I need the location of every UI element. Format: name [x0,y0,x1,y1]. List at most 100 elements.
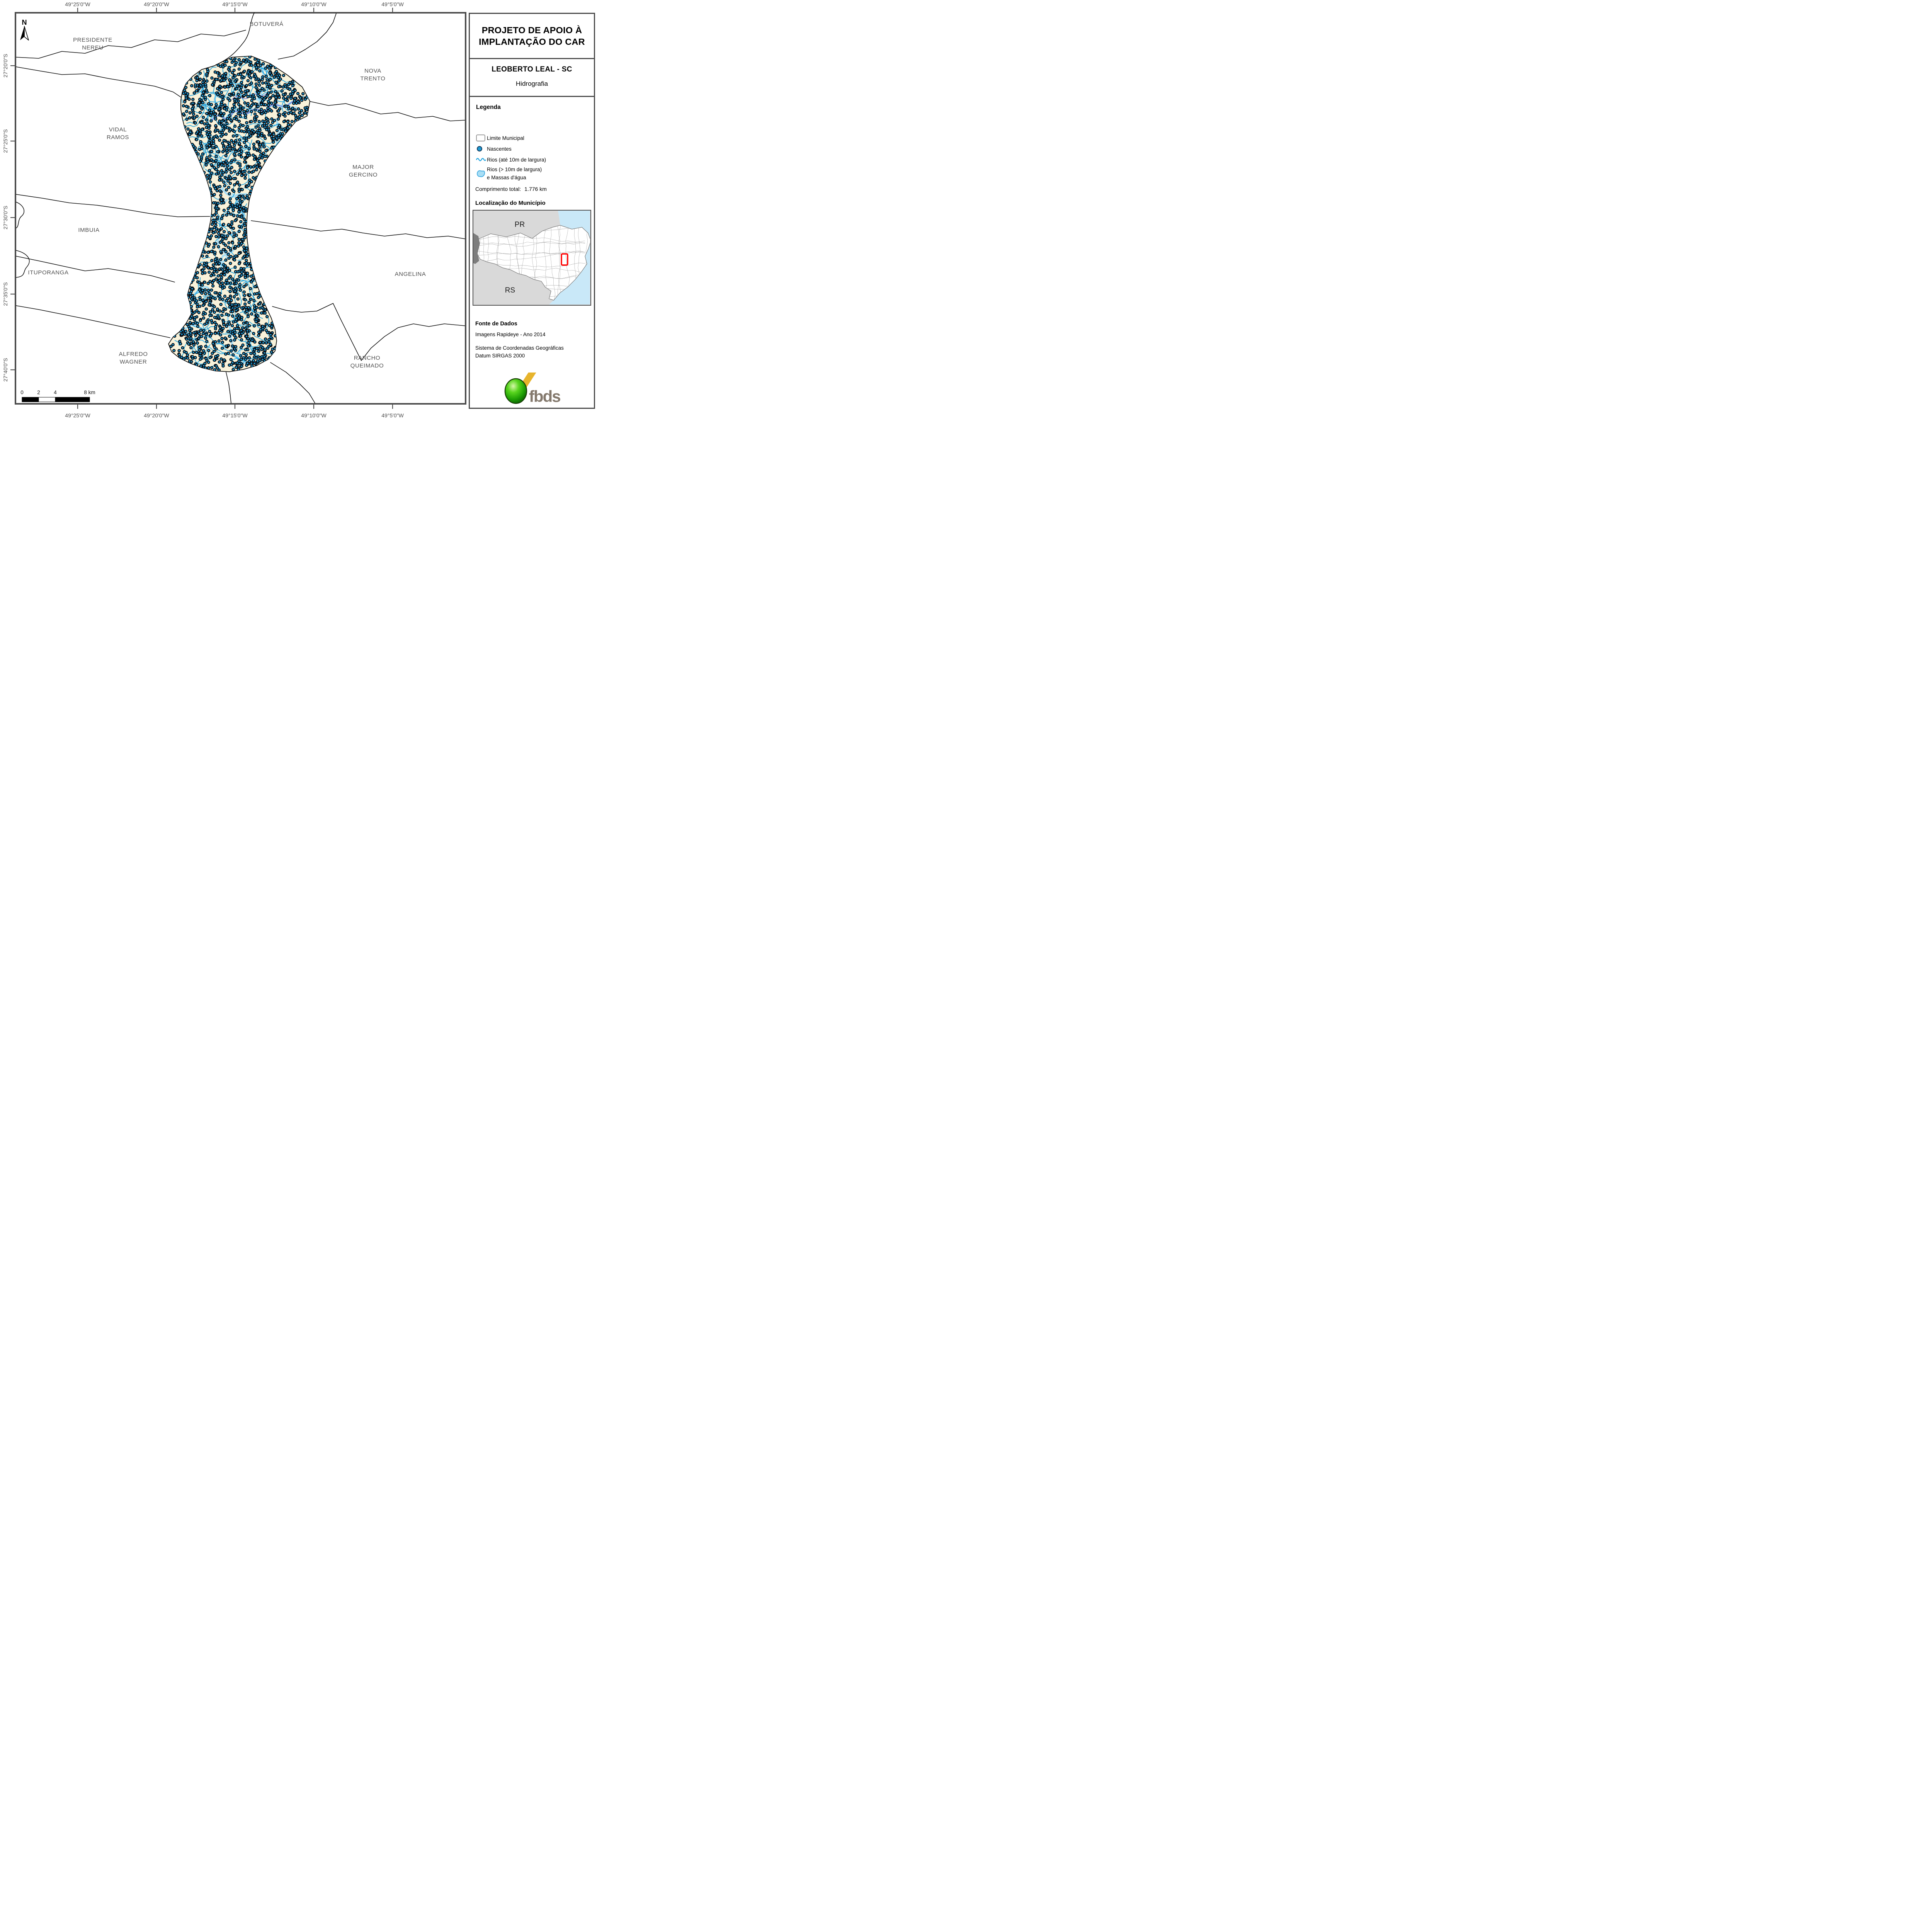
nascente-dot [209,114,212,117]
nascente-dot [197,311,201,314]
graticule-labels: 49°25'0"W 49°25'0"W 49°20'0"W 49°20'0"W 49°1… [2,1,404,419]
nascente-dot [222,128,225,132]
nascente-dot [255,66,258,69]
nascente-dot [221,327,225,330]
nascente-dot [238,142,242,145]
nascente-dot [293,99,296,103]
nascente-dot [229,262,232,265]
nascente-dot [255,148,258,151]
nascente-dot [195,89,198,93]
nascente-dot [215,270,219,274]
nascente-dot [202,116,205,119]
nascente-dot [237,316,240,320]
nascente-dot [238,274,241,278]
nascente-dot [214,211,218,215]
nascente-dot [263,122,266,126]
nascente-dot [254,102,257,106]
nascente-dot [245,254,249,258]
nascente-dot [261,81,265,85]
nascente-dot [205,322,209,325]
nascente-dot [220,313,224,317]
nascente-dot [229,213,233,216]
nascente-dot [277,96,281,99]
nascente-dot [216,87,219,90]
nascente-dot [195,350,198,354]
nascente-dot [247,324,251,327]
nascente-dot [213,250,217,254]
nascente-dot [223,270,227,274]
river-line [197,73,200,77]
nascente-dot [171,343,175,347]
nascente-dot [240,155,243,159]
nascente-dot [213,213,216,217]
nascente-dot [205,112,209,116]
nascente-dot [212,279,216,282]
nascente-dot [236,324,239,328]
nascente-dot [195,79,199,82]
legend-label: Rios (até 10m de largura) [487,157,546,163]
nascente-dot [239,123,242,127]
nascente-dot [256,124,260,128]
nascente-dot [219,357,223,361]
source-line1: Imagens Rapideye - Ano 2014 [475,332,546,337]
nascente-dot [228,99,231,102]
legend-label: Nascentes [487,146,512,152]
nascente-dot [201,101,205,104]
nascente-dot [215,205,218,209]
nascente-dot [244,92,248,96]
nascente-dot [169,345,173,348]
municipality-label: MAJOR [352,164,374,170]
nascente-dot [207,366,210,370]
nascente-dot [230,171,233,174]
nascente-dot [199,83,202,87]
nascente-dot [241,106,245,110]
nascente-dot [216,314,220,318]
nascente-dot [240,86,243,89]
nascente-dot [258,294,262,298]
nascente-dot [228,363,231,367]
nascente-dot [252,153,255,157]
nascente-dot [261,143,265,147]
nascente-dot [235,366,238,369]
nascente-dot [225,213,228,217]
nascente-dot [229,128,232,131]
nascente-dot [303,111,307,115]
panel-body: Legenda Limite Municipal Nascentes Rios … [470,97,594,408]
nascente-dot [245,321,249,325]
nascente-dot [250,63,253,67]
nascente-dot [245,109,249,112]
nascente-dot [250,180,253,184]
nascente-dot [245,259,248,262]
nascente-dot [240,174,243,177]
nascente-dot [221,65,225,69]
nascente-dot [219,250,223,253]
nascente-dot [187,342,190,346]
nascente-dot [238,283,242,286]
nascente-dot [245,247,248,250]
nascente-dot [201,283,204,287]
nascente-dot [217,162,220,166]
nascente-dot [214,355,218,358]
total-length-value: 1.776 km [524,186,547,192]
nascente-dot [266,121,270,124]
nascente-dot [204,357,208,361]
nascente-dot [205,241,208,245]
legend-item-rios: Rios (até 10m de largura) [476,155,546,164]
nascente-dot [200,147,204,150]
nascente-dot [239,104,243,108]
nascente-dot [244,114,247,117]
mesh-line [549,225,556,300]
nascente-dot [234,254,238,258]
legend-label-line2: e Massas d'água [487,175,526,180]
nascente-dot [252,130,256,134]
nascente-dot [282,120,286,123]
longitude-label: 49°20'0"W [144,412,169,419]
nascente-dot [239,145,243,148]
nascente-dot [231,141,235,144]
nascente-dot [216,215,219,219]
nascente-dot [246,362,249,365]
nascente-dot [227,231,231,235]
nascente-dot [197,281,201,284]
nascente-dot [232,214,236,218]
nascente-dot [223,294,227,298]
